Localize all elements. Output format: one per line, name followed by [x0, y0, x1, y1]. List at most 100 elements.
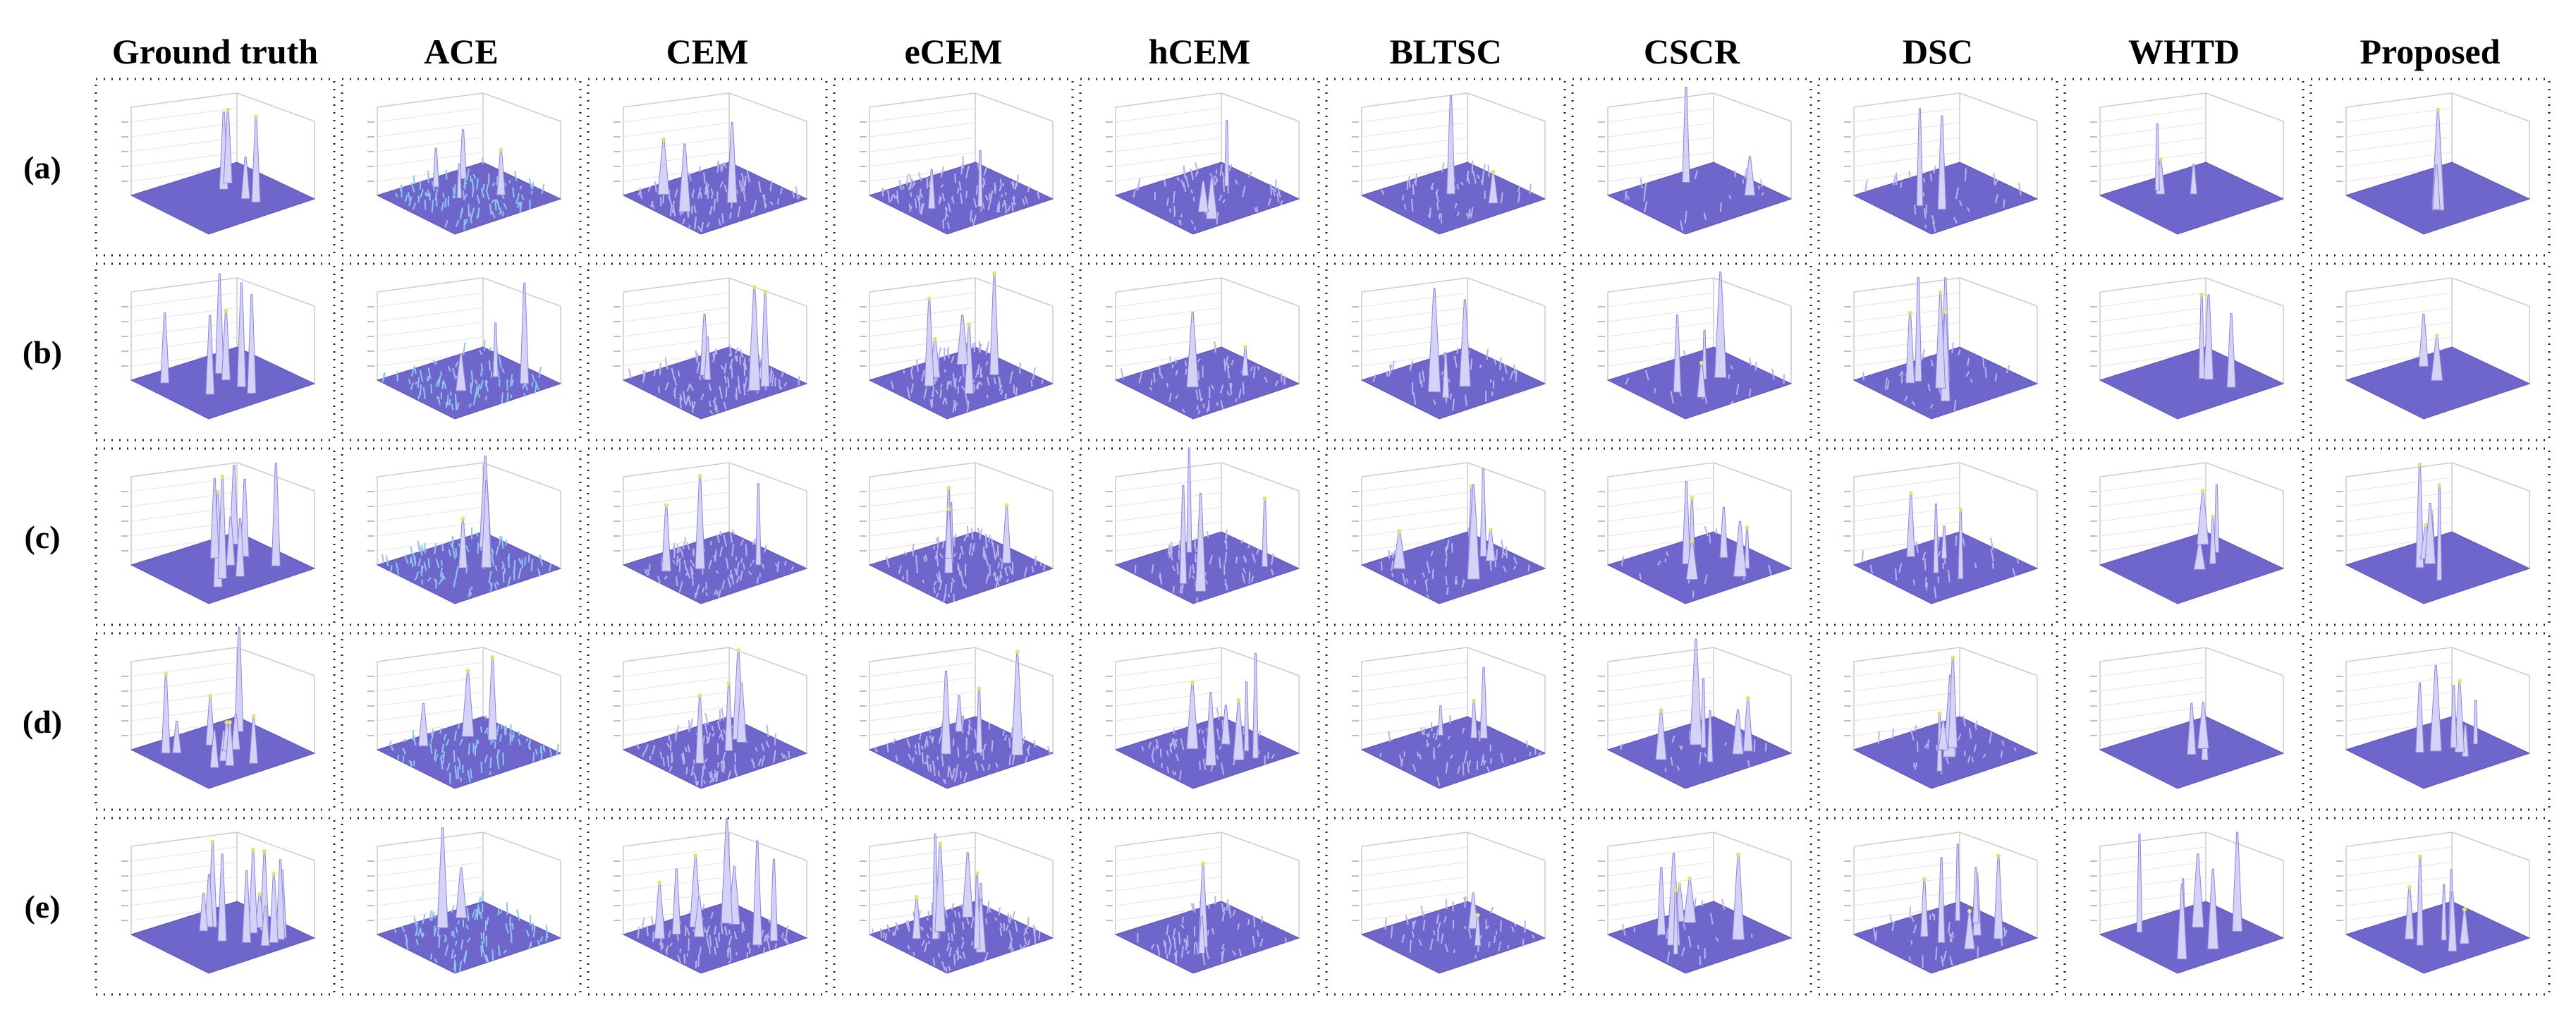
surface-noise — [1973, 744, 1977, 753]
surface-noise — [1964, 168, 1967, 181]
surface-noise — [944, 369, 946, 373]
surface-noise — [1664, 767, 1667, 772]
surface-noise — [921, 370, 925, 382]
surface-noise — [1190, 903, 1195, 911]
surface-noise — [929, 735, 933, 742]
axis-grid — [2099, 846, 2206, 862]
surface-noise — [508, 180, 511, 184]
axis-grid — [1115, 322, 1222, 337]
surface-noise — [1470, 358, 1473, 370]
surface-noise — [422, 932, 425, 937]
surface-noise — [1966, 207, 1970, 212]
surface-noise — [481, 891, 484, 902]
surface-noise — [495, 545, 499, 556]
cell-border — [1325, 78, 1566, 257]
surface-noise — [1670, 391, 1674, 404]
plot-cell — [341, 262, 582, 442]
axis-grid — [377, 506, 484, 522]
surface-noise — [700, 221, 704, 233]
surface-plane — [2099, 531, 2285, 604]
surface-noise — [1435, 189, 1439, 196]
peak-top — [1687, 876, 1692, 881]
axis-grid — [1853, 876, 1960, 891]
surface-noise — [1886, 380, 1890, 390]
surface-noise — [744, 176, 747, 186]
surface-noise — [1221, 762, 1225, 775]
surface-peak — [1224, 119, 1230, 187]
surface-noise — [1444, 944, 1448, 953]
surface-peak — [172, 720, 182, 754]
surface-noise — [669, 766, 673, 772]
surface-noise — [507, 576, 511, 587]
axis-grid — [869, 336, 976, 352]
surface-noise — [708, 559, 712, 570]
surface-noise — [1486, 766, 1490, 772]
surface-noise — [966, 917, 970, 925]
surface-noise — [1277, 187, 1281, 198]
surface-noise — [922, 579, 924, 583]
surface-noise — [750, 209, 753, 214]
surface-noise — [929, 764, 932, 773]
surface-noise — [1046, 745, 1051, 755]
surface-noise — [477, 392, 481, 398]
cell-border — [94, 78, 336, 257]
axis-grid — [130, 846, 238, 862]
surface-noise — [1943, 950, 1947, 962]
surface-noise — [1426, 594, 1430, 599]
surface-noise — [664, 576, 668, 580]
surface-noise — [1471, 160, 1474, 173]
surface-peak — [1744, 156, 1756, 196]
peak-top — [2424, 523, 2429, 528]
cell-border — [2063, 447, 2305, 626]
surface-noise — [1432, 569, 1434, 579]
surface-noise — [774, 733, 777, 745]
surface-noise — [427, 189, 430, 197]
surface-noise — [1023, 567, 1027, 578]
surface-noise — [1014, 182, 1018, 190]
surface-noise — [724, 375, 728, 384]
surface-noise — [1972, 757, 1974, 762]
surface-noise — [714, 946, 716, 955]
surface-noise — [1237, 923, 1240, 930]
surface-peak — [1941, 525, 1948, 559]
surface-noise — [1927, 739, 1929, 749]
surface-noise — [395, 193, 398, 198]
surface-noise — [998, 907, 1001, 916]
surface-noise — [987, 764, 991, 770]
surface-noise — [1190, 168, 1195, 181]
axis-grid — [130, 107, 238, 123]
surface-peak — [1742, 698, 1753, 752]
surface-noise — [1197, 410, 1201, 414]
surface-noise — [920, 202, 924, 215]
surface-noise — [520, 194, 525, 200]
surface-noise — [1990, 549, 1994, 562]
surface-noise — [691, 189, 695, 197]
surface-peak — [2424, 502, 2436, 564]
surface-noise — [1391, 572, 1394, 578]
surface-noise — [715, 570, 719, 574]
surface-noise — [1242, 382, 1245, 395]
surface-noise — [1904, 395, 1908, 402]
surface-noise — [654, 181, 657, 193]
surface-noise — [743, 191, 747, 202]
surface-peak — [955, 695, 963, 732]
peak-top — [693, 853, 698, 858]
surface-noise — [668, 195, 673, 206]
surface-peak — [2203, 294, 2214, 380]
surface-noise — [1167, 544, 1171, 555]
surface-noise — [1962, 715, 1966, 727]
surface-noise — [539, 936, 544, 942]
peak-top — [1397, 529, 1402, 534]
plot-cell — [1571, 817, 1812, 996]
surface-noise — [688, 938, 690, 951]
surface-noise — [946, 222, 951, 229]
surface-noise — [1391, 925, 1393, 939]
surface-noise — [936, 554, 939, 567]
surface-noise — [531, 373, 535, 382]
peak-top — [1996, 853, 2001, 858]
surface-noise — [774, 563, 779, 568]
peak-top — [735, 648, 740, 653]
surface-noise — [469, 212, 472, 224]
surface-noise — [1197, 358, 1201, 363]
surface-peak — [1915, 276, 1922, 382]
